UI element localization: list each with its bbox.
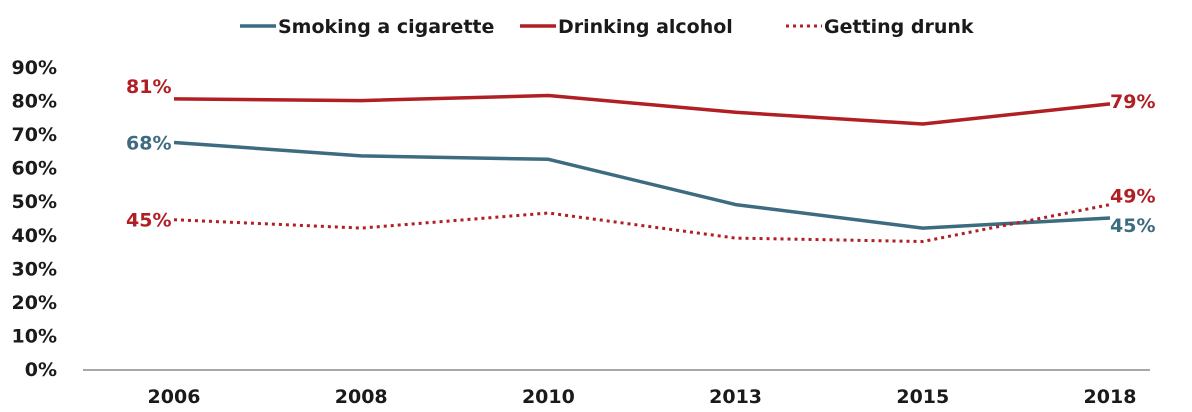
data-label: 81% [126, 76, 171, 98]
legend-label: Drinking alcohol [558, 16, 733, 38]
series-line-smoking-a-cigarette [173, 140, 1111, 230]
y-tick-label: 50% [12, 191, 57, 213]
legend: Smoking a cigarette Drinking alcohol Getti… [240, 16, 974, 38]
y-tick-label: 10% [12, 325, 57, 347]
series-line-drinking-alcohol [173, 93, 1111, 126]
x-tick-label: 2013 [709, 386, 762, 408]
x-tick-label: 2006 [148, 386, 201, 408]
y-tick-label: 70% [12, 124, 57, 146]
y-tick-label: 0% [25, 359, 57, 381]
y-axis: 0% 10% 20% 30% 40% 50% 60% 70% 80% 90% [12, 57, 57, 381]
y-tick-label: 90% [12, 57, 57, 79]
x-tick-label: 2010 [522, 386, 575, 408]
data-labels: 68% 45% 81% 79% 45% 49% [126, 76, 1155, 237]
y-tick-label: 20% [12, 292, 57, 314]
data-label: 49% [1110, 186, 1155, 208]
data-label: 79% [1110, 91, 1155, 113]
legend-label: Getting drunk [824, 16, 974, 38]
data-label: 45% [126, 210, 171, 232]
x-tick-label: 2018 [1084, 386, 1137, 408]
data-label: 45% [1110, 215, 1155, 237]
y-tick-label: 30% [12, 258, 57, 280]
x-axis: 2006 2008 2010 2013 2015 2018 [83, 369, 1150, 408]
y-tick-label: 60% [12, 158, 57, 180]
data-label: 68% [126, 133, 171, 155]
series-line-getting-drunk [173, 203, 1111, 243]
x-tick-label: 2008 [335, 386, 388, 408]
legend-label: Smoking a cigarette [278, 16, 494, 38]
y-tick-label: 40% [12, 225, 57, 247]
x-tick-label: 2015 [896, 386, 949, 408]
series-layer [173, 93, 1111, 243]
y-tick-label: 80% [12, 91, 57, 113]
